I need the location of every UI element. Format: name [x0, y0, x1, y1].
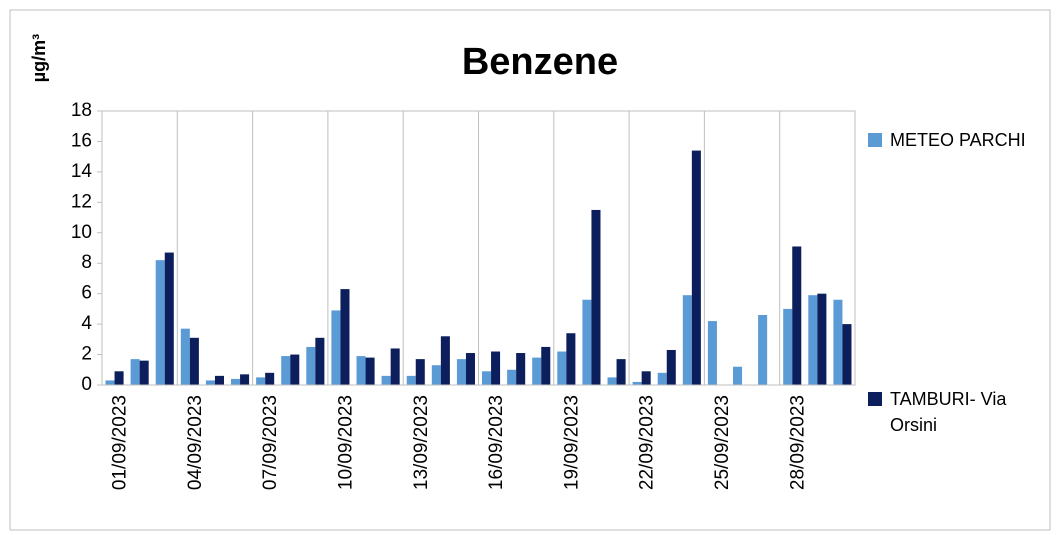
bar: [491, 351, 501, 385]
bar: [532, 357, 542, 385]
bar: [691, 150, 701, 385]
bar: [340, 289, 350, 385]
bar: [164, 252, 174, 385]
y-tick-label: 4: [81, 313, 92, 334]
bar: [833, 299, 843, 385]
bar: [256, 377, 266, 385]
bar: [265, 372, 275, 385]
bar: [456, 359, 466, 385]
chart-border: [9, 9, 1051, 531]
bar: [616, 359, 626, 385]
bar: [130, 359, 140, 385]
bar: [431, 365, 441, 385]
bar: [240, 374, 250, 385]
y-tick-label: 8: [81, 252, 92, 273]
bar: [306, 346, 316, 385]
y-tick-label: 6: [81, 283, 92, 304]
bar: [632, 381, 642, 385]
bar: [105, 380, 115, 385]
bar: [582, 299, 592, 385]
y-tick-label: 2: [81, 344, 92, 365]
bar: [356, 356, 366, 385]
bar: [331, 310, 341, 385]
bar: [231, 378, 241, 385]
bar: [641, 371, 651, 385]
x-tick-label: 01/09/2023: [110, 395, 131, 490]
bar: [707, 321, 717, 385]
y-tick-label: 0: [81, 374, 92, 395]
bar: [566, 333, 576, 385]
bar: [733, 366, 743, 385]
x-tick-label: 25/09/2023: [712, 395, 733, 490]
bar: [507, 369, 517, 385]
x-tick-label: 13/09/2023: [411, 395, 432, 490]
bar: [758, 314, 768, 385]
bar: [365, 357, 375, 385]
bar: [189, 337, 199, 385]
bar: [808, 295, 818, 385]
x-tick-label: 10/09/2023: [335, 395, 356, 490]
x-tick-label: 07/09/2023: [260, 395, 281, 490]
bar: [607, 377, 617, 385]
bar: [666, 349, 676, 385]
bar: [205, 380, 215, 385]
bar: [792, 246, 802, 385]
bar: [657, 372, 667, 385]
bar: [817, 293, 827, 385]
bar: [139, 360, 149, 385]
bar: [482, 371, 492, 385]
x-tick-label: 16/09/2023: [486, 395, 507, 490]
x-tick-label: 04/09/2023: [185, 395, 206, 490]
y-tick-label: 10: [71, 222, 92, 243]
bar: [114, 371, 124, 385]
legend-item: TAMBURI- Via Orsini: [868, 386, 1048, 438]
bar: [516, 353, 526, 385]
bar: [290, 354, 300, 385]
bar: [315, 337, 325, 385]
bar: [842, 324, 852, 385]
legend-label: TAMBURI- Via Orsini: [890, 389, 1007, 435]
bar: [281, 356, 291, 385]
bar: [591, 209, 601, 385]
bar: [415, 359, 425, 385]
bar: [682, 295, 692, 385]
bar: [390, 348, 400, 385]
bar: [465, 353, 475, 385]
y-tick-label: 18: [71, 100, 92, 121]
chart-title: Benzene: [462, 41, 618, 83]
y-tick-label: 14: [71, 161, 93, 182]
bar: [381, 375, 391, 385]
x-tick-label: 28/09/2023: [787, 395, 808, 490]
bar: [406, 375, 416, 385]
bar: [214, 375, 224, 385]
legend-label: METEO PARCHI: [890, 130, 1026, 150]
x-tick-label: 19/09/2023: [561, 395, 582, 490]
legend-swatch: [868, 392, 882, 406]
legend-item: METEO PARCHI: [868, 127, 1048, 153]
bar: [440, 336, 450, 385]
bar: [557, 351, 567, 385]
y-axis-label: µg/m³: [29, 34, 49, 82]
y-tick-label: 16: [71, 130, 92, 151]
y-tick-label: 12: [71, 191, 92, 212]
bar: [180, 328, 190, 385]
x-tick-label: 22/09/2023: [637, 395, 658, 490]
legend-swatch: [868, 133, 882, 147]
bar: [155, 260, 165, 385]
bar: [541, 346, 551, 385]
bar: [783, 308, 793, 385]
